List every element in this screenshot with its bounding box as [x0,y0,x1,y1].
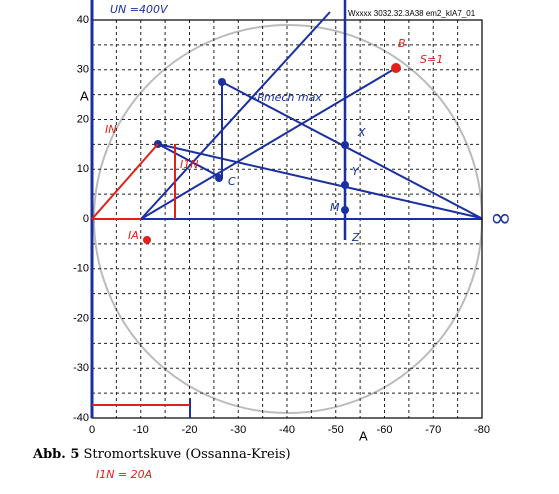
point-a [143,236,151,244]
y-tick-label: 40 [77,14,89,26]
annotation: IA [128,229,139,242]
annotation: UN =400V [110,3,169,16]
annotation: S=1 [420,53,443,66]
x-tick-label: -30 [230,424,246,436]
points [154,78,349,214]
y-tick-label: -40 [73,412,89,424]
current-arrows [91,143,190,406]
annotation: M [330,201,340,214]
annotation: X [357,126,366,139]
y-tick-label: -10 [73,263,89,275]
annotation: Y [352,165,360,178]
caption: Abb. 5 Stromortskuve (Ossanna-Kreis) [32,447,291,462]
y-axis-unit: A [80,88,89,103]
caption-label: Abb. 5 [32,447,79,462]
y-tick-label: 0 [83,213,89,225]
x-tick-label: -10 [133,424,149,436]
y-tick-label: 30 [77,64,89,76]
annotation: C [228,175,236,188]
caption-text: Stromortskuve (Ossanna-Kreis) [84,447,291,462]
x-tick-label: -80 [474,424,490,436]
x-axis-unit: A [359,428,368,443]
x-tick-label: -20 [182,424,198,436]
x-tick-label: -70 [425,424,441,436]
y-tick-label: -20 [73,312,89,324]
x-tick-label: -60 [377,424,393,436]
x-tick-label: 0 [89,424,95,436]
y-tick-label: -30 [73,362,89,374]
x-tick-label: -50 [328,424,344,436]
y-tick-label: 20 [77,113,89,125]
annotations: UN =400V B S=1 ~Pmech max IN I1N C IA M … [96,3,512,481]
annotation: ~Pmech max [248,91,322,104]
y-tick-label: 10 [77,163,89,175]
construction-lines [90,0,482,418]
annotation: Z [351,231,360,244]
annotation: I1N = 20A [96,468,152,481]
x-tick-label: -40 [279,424,295,436]
header-code: Wxxxx 3032.32.3A38 em2_kIA7_01 [348,9,476,18]
point-b [391,63,401,73]
annotation: B [398,37,406,50]
annotation: ∞ [490,204,512,234]
annotation: IN [105,123,116,136]
annotation: I1N [180,158,198,171]
